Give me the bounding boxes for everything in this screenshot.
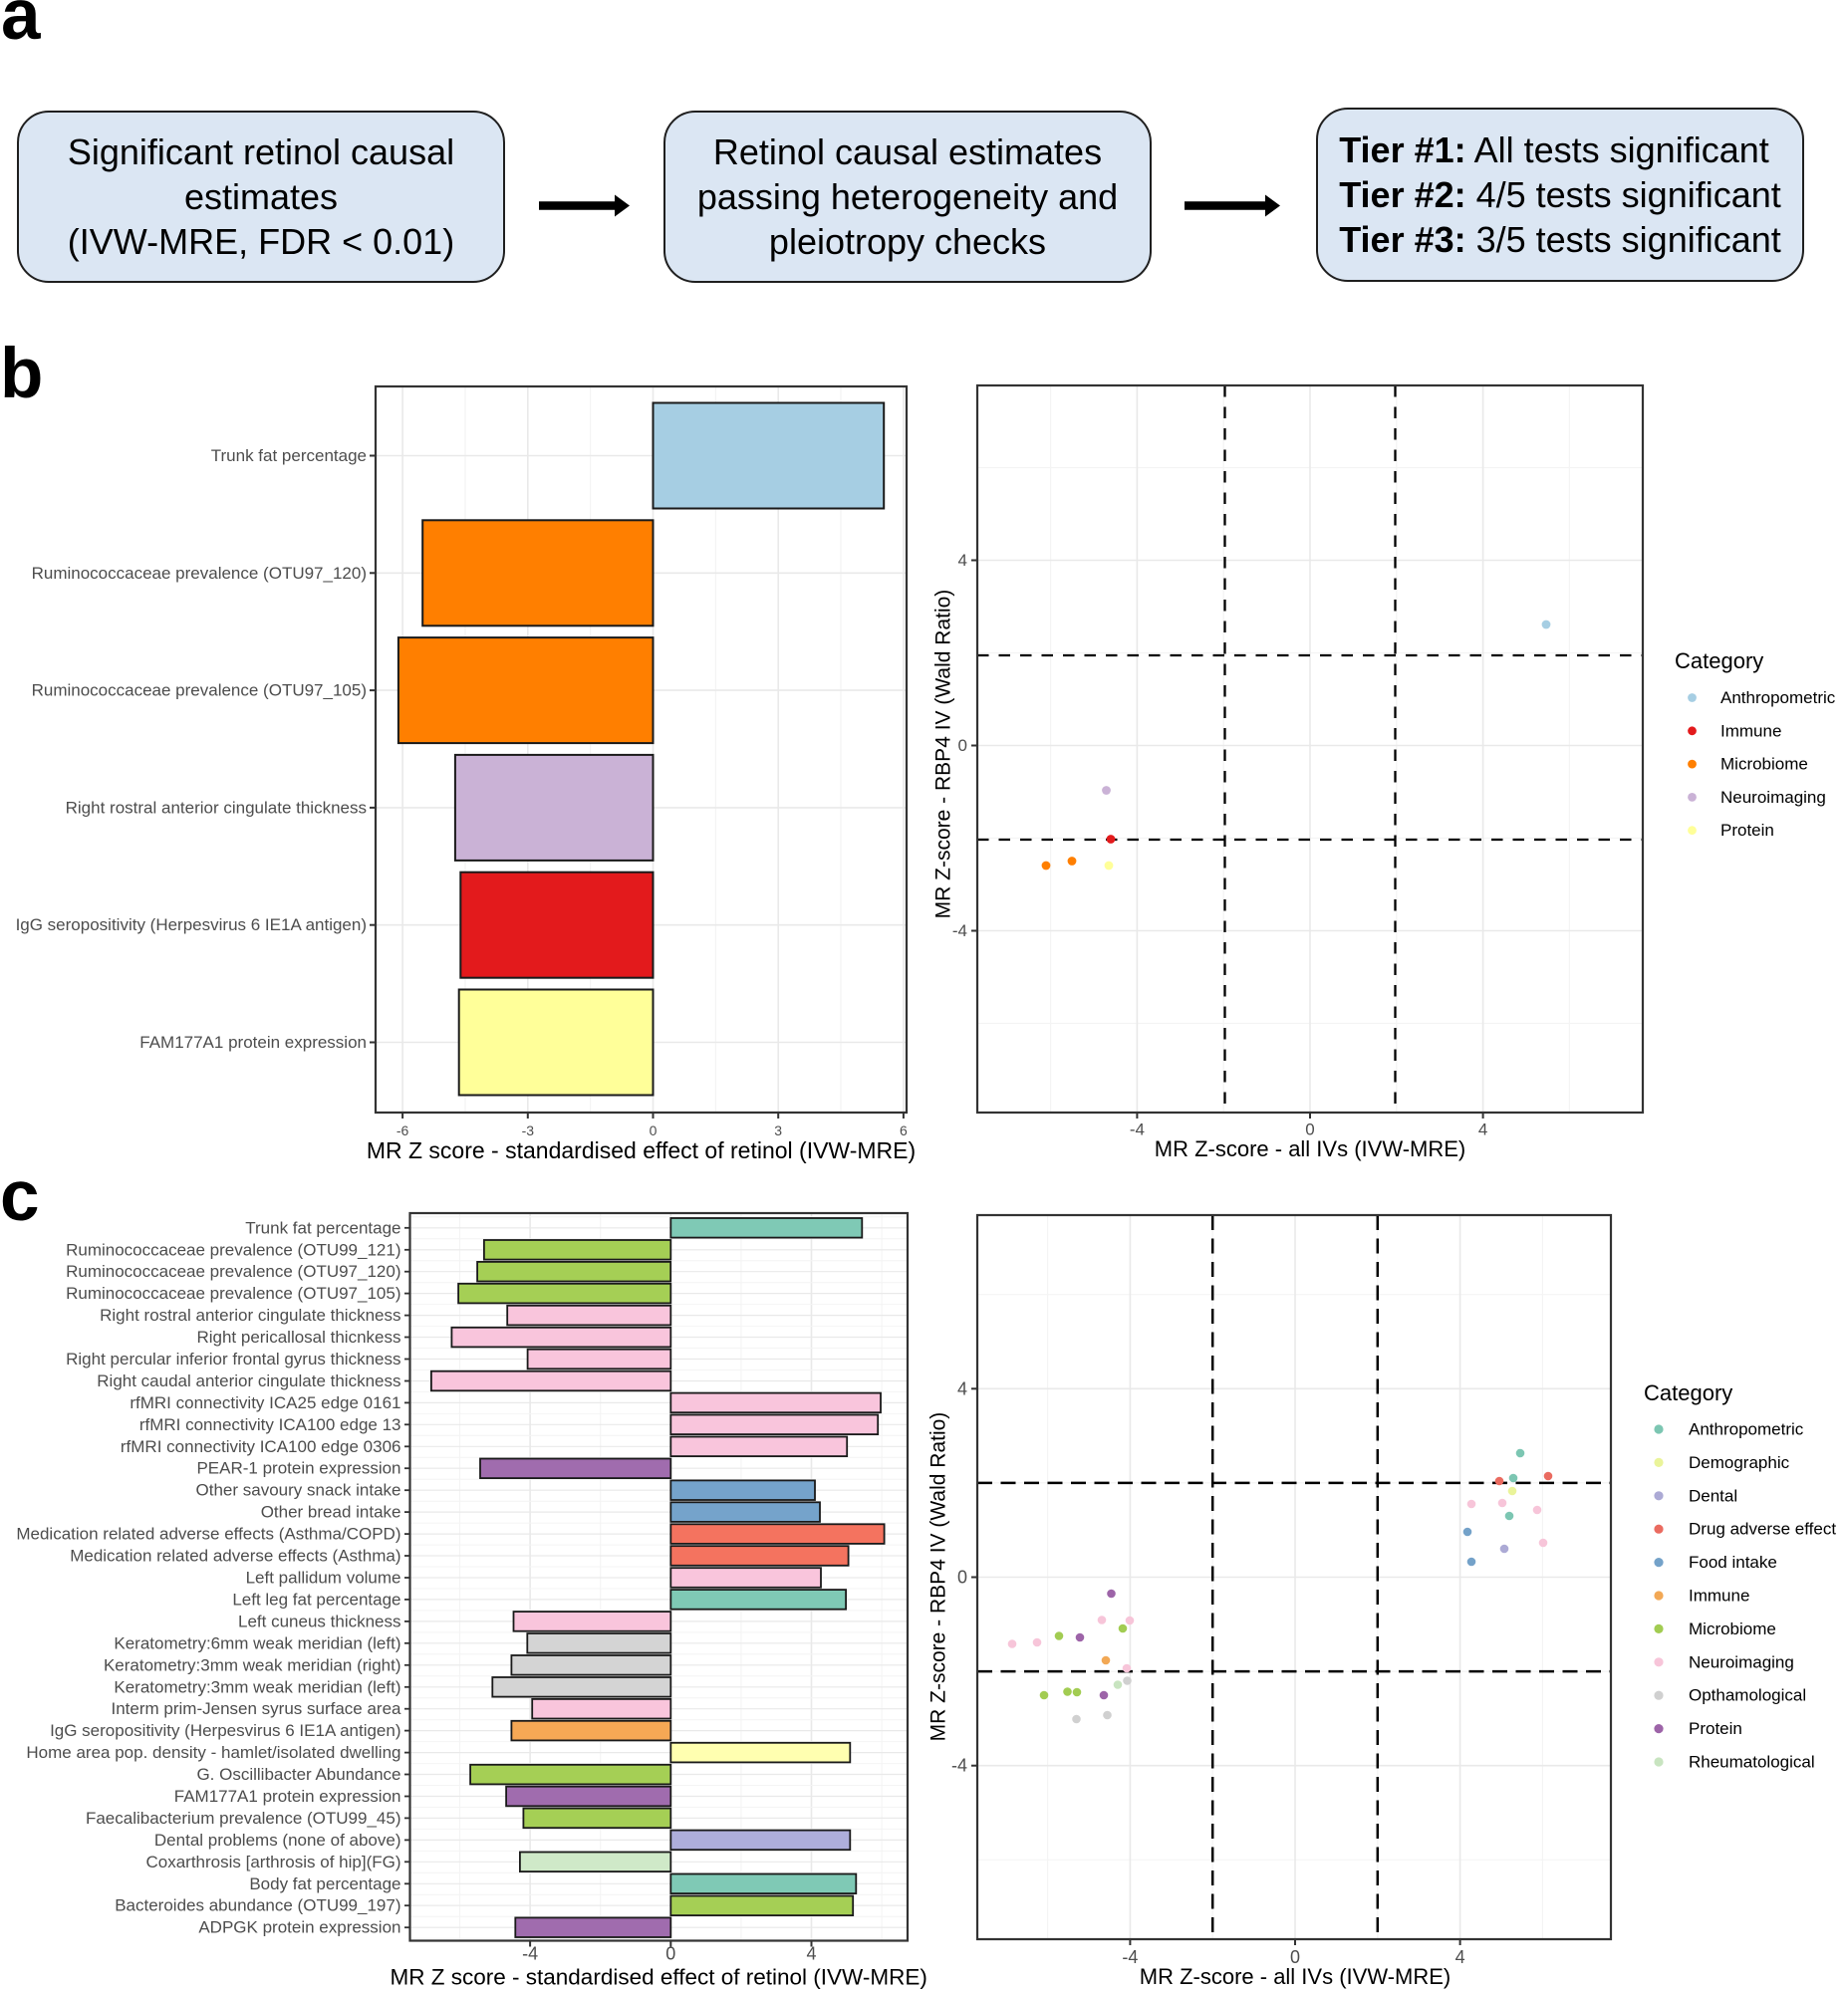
svg-text:Anthropometric: Anthropometric: [1689, 1420, 1804, 1439]
svg-text:0: 0: [1290, 1947, 1300, 1967]
svg-text:Neuroimaging: Neuroimaging: [1689, 1652, 1794, 1671]
svg-text:Protein: Protein: [1720, 821, 1774, 840]
svg-text:4: 4: [957, 1378, 967, 1398]
svg-text:ADPGK protein expression: ADPGK protein expression: [198, 1918, 400, 1937]
svg-text:Other savoury snack intake: Other savoury snack intake: [196, 1481, 401, 1500]
svg-text:Dental: Dental: [1689, 1486, 1737, 1505]
svg-text:Right caudal anterior cingulat: Right caudal anterior cingulate thicknes…: [97, 1371, 400, 1390]
svg-text:MR Z score - standardised effe: MR Z score - standardised effect of reti…: [367, 1137, 916, 1163]
svg-text:Bacteroides abundance (OTU99_1: Bacteroides abundance (OTU99_197): [115, 1896, 400, 1915]
svg-text:Coxarthrosis [arthrosis of hip: Coxarthrosis [arthrosis of hip](FG): [145, 1853, 400, 1871]
svg-text:Food intake: Food intake: [1689, 1553, 1777, 1572]
svg-text:MR Z-score - RBP4 IV (Wald Rat: MR Z-score - RBP4 IV (Wald Ratio): [932, 590, 955, 919]
svg-text:Ruminococcaceae prevalence (OT: Ruminococcaceae prevalence (OTU97_105): [32, 681, 367, 700]
svg-text:Interm prim-Jensen syrus surfa: Interm prim-Jensen syrus surface area: [112, 1699, 402, 1718]
svg-text:Faecalibacterium prevalence (O: Faecalibacterium prevalence (OTU99_45): [86, 1809, 401, 1828]
svg-text:c: c: [0, 1157, 40, 1236]
svg-text:-4: -4: [951, 1756, 967, 1776]
svg-text:Rheumatological: Rheumatological: [1689, 1753, 1815, 1772]
svg-text:Immune: Immune: [1720, 721, 1781, 740]
svg-text:6: 6: [900, 1122, 908, 1138]
svg-text:Category: Category: [1675, 648, 1763, 673]
svg-text:Opthamological: Opthamological: [1689, 1686, 1806, 1705]
svg-text:rfMRI connectivity ICA25 edge: rfMRI connectivity ICA25 edge 0161: [130, 1393, 400, 1412]
svg-text:Demographic: Demographic: [1689, 1453, 1790, 1472]
svg-text:Microbiome: Microbiome: [1720, 755, 1808, 774]
svg-text:MR Z-score - all IVs (IVW-MRE): MR Z-score - all IVs (IVW-MRE): [1155, 1136, 1465, 1161]
svg-text:Keratometry:3mm weak meridian: Keratometry:3mm weak meridian (left): [114, 1677, 400, 1696]
svg-text:Immune: Immune: [1689, 1587, 1749, 1606]
svg-text:Drug adverse effect: Drug adverse effect: [1689, 1520, 1836, 1539]
svg-text:Medication related adverse eff: Medication related adverse effects (Asth…: [70, 1547, 400, 1566]
svg-text:Dental problems (none of above: Dental problems (none of above): [154, 1831, 401, 1850]
svg-text:4: 4: [958, 551, 967, 570]
svg-text:FAM177A1 protein expression: FAM177A1 protein expression: [174, 1787, 401, 1806]
svg-text:Body fat percentage: Body fat percentage: [249, 1874, 400, 1893]
svg-text:4: 4: [806, 1944, 816, 1964]
svg-text:-4: -4: [1130, 1120, 1145, 1139]
svg-text:Right pericallosal thicnkess: Right pericallosal thicnkess: [196, 1328, 400, 1347]
svg-text:-4: -4: [952, 921, 967, 940]
svg-text:IgG seropositivity (Herpesviru: IgG seropositivity (Herpesvirus 6 IE1A a…: [16, 915, 367, 934]
svg-text:Other bread intake: Other bread intake: [261, 1503, 401, 1522]
svg-text:Neuroimaging: Neuroimaging: [1720, 788, 1826, 807]
svg-text:Ruminococcaceae prevalence (OT: Ruminococcaceae prevalence (OTU97_120): [66, 1262, 400, 1281]
svg-text:Trunk fat percentage: Trunk fat percentage: [245, 1218, 400, 1237]
svg-text:Keratometry:6mm weak meridian: Keratometry:6mm weak meridian (left): [114, 1633, 400, 1652]
svg-text:Ruminococcaceae prevalence (OT: Ruminococcaceae prevalence (OTU99_121): [66, 1240, 400, 1259]
svg-text:MR Z score - standardised effe: MR Z score - standardised effect of reti…: [391, 1965, 927, 1990]
svg-text:3: 3: [774, 1122, 782, 1138]
svg-text:PEAR-1 protein expression: PEAR-1 protein expression: [196, 1459, 400, 1478]
svg-text:Left pallidum volume: Left pallidum volume: [246, 1569, 401, 1588]
svg-text:-3: -3: [522, 1122, 535, 1138]
svg-text:4: 4: [1478, 1120, 1487, 1139]
svg-text:Right percular inferior fronta: Right percular inferior frontal gyrus th…: [66, 1350, 400, 1369]
svg-text:MR Z-score - RBP4 IV (Wald Rat: MR Z-score - RBP4 IV (Wald Ratio): [927, 1412, 950, 1742]
svg-text:-4: -4: [522, 1944, 538, 1964]
svg-text:Home area pop. density - hamle: Home area pop. density - hamlet/isolated…: [26, 1743, 400, 1762]
svg-text:MR Z-score - all IVs (IVW-MRE): MR Z-score - all IVs (IVW-MRE): [1140, 1964, 1451, 1989]
svg-text:G. Oscillibacter Abundance: G. Oscillibacter Abundance: [196, 1765, 400, 1784]
svg-text:rfMRI connectivity ICA100 edge: rfMRI connectivity ICA100 edge 0306: [121, 1437, 401, 1456]
svg-text:0: 0: [1305, 1120, 1314, 1139]
svg-text:-6: -6: [396, 1122, 409, 1138]
svg-text:a: a: [1, 0, 41, 55]
svg-text:Ruminococcaceae prevalence (OT: Ruminococcaceae prevalence (OTU97_120): [32, 564, 367, 583]
svg-text:IgG seropositivity (Herpesviru: IgG seropositivity (Herpesvirus 6 IE1A a…: [50, 1721, 400, 1740]
svg-text:4: 4: [1455, 1947, 1465, 1967]
svg-text:0: 0: [957, 1568, 967, 1588]
svg-text:FAM177A1 protein expression: FAM177A1 protein expression: [139, 1033, 367, 1052]
svg-text:Left cuneus thickness: Left cuneus thickness: [238, 1612, 400, 1630]
svg-text:b: b: [0, 335, 43, 413]
svg-text:Microbiome: Microbiome: [1689, 1619, 1776, 1638]
svg-text:Right rostral anterior cingula: Right rostral anterior cingulate thickne…: [100, 1306, 400, 1325]
svg-text:Ruminococcaceae prevalence (OT: Ruminococcaceae prevalence (OTU97_105): [66, 1284, 400, 1303]
svg-text:rfMRI connectivity ICA100 edge: rfMRI connectivity ICA100 edge 13: [139, 1415, 401, 1434]
svg-text:-4: -4: [1122, 1947, 1138, 1967]
svg-text:Left leg fat percentage: Left leg fat percentage: [232, 1590, 400, 1609]
svg-text:Right rostral anterior cingula: Right rostral anterior cingulate thickne…: [66, 798, 367, 817]
svg-text:Category: Category: [1644, 1380, 1732, 1405]
svg-text:Medication related adverse eff: Medication related adverse effects (Asth…: [16, 1525, 400, 1544]
svg-text:Protein: Protein: [1689, 1719, 1742, 1738]
svg-text:Keratometry:3mm weak meridian: Keratometry:3mm weak meridian (right): [104, 1655, 401, 1674]
svg-text:Trunk fat percentage: Trunk fat percentage: [211, 446, 367, 465]
svg-text:0: 0: [958, 736, 967, 755]
svg-text:Anthropometric: Anthropometric: [1720, 688, 1836, 707]
svg-text:0: 0: [665, 1944, 675, 1964]
svg-text:0: 0: [650, 1122, 658, 1138]
